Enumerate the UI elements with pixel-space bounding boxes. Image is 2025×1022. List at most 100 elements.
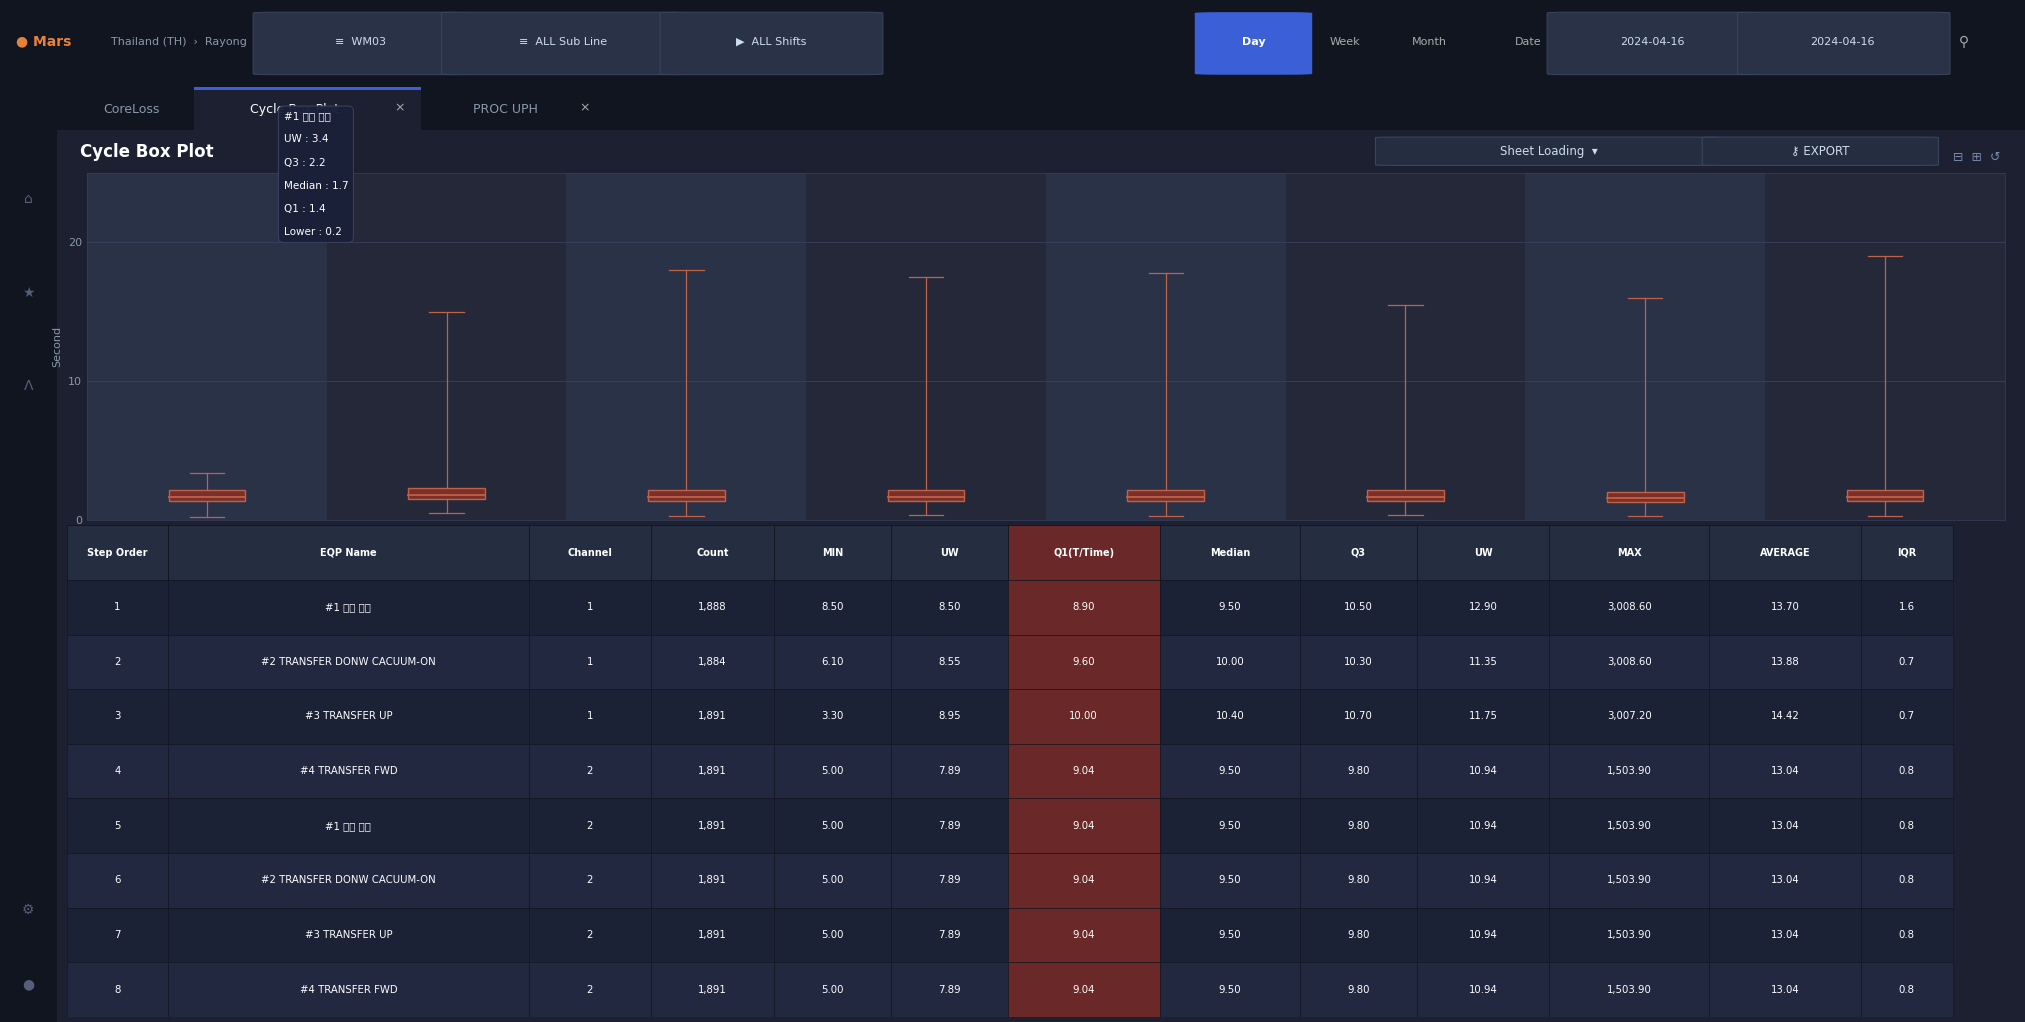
Text: 10.00: 10.00 <box>1215 657 1243 667</box>
Text: 7.89: 7.89 <box>938 984 960 994</box>
Text: #1 진입 대기

UW : 3.4

Q3 : 2.2

Median : 1.7

Q1 : 1.4

Lower : 0.2: #1 진입 대기 UW : 3.4 Q3 : 2.2 Median : 1.7 … <box>284 111 348 237</box>
Bar <box>1709 853 1861 908</box>
Bar <box>1367 490 1444 501</box>
Text: 10.94: 10.94 <box>1468 766 1498 776</box>
Text: Cycle Box Plot: Cycle Box Plot <box>251 102 340 115</box>
Text: #3 TRANSFER UP: #3 TRANSFER UP <box>304 711 393 722</box>
Text: AVERAGE: AVERAGE <box>1760 548 1810 558</box>
Text: UW: UW <box>1474 548 1492 558</box>
Bar <box>529 635 652 689</box>
Bar <box>774 908 891 963</box>
Text: 1: 1 <box>587 711 593 722</box>
Bar <box>1300 579 1417 635</box>
Bar <box>529 579 652 635</box>
Text: Count: Count <box>697 548 729 558</box>
Text: PROC UPH: PROC UPH <box>474 102 539 115</box>
Text: 1,891: 1,891 <box>699 821 727 831</box>
Text: 9.80: 9.80 <box>1347 875 1369 885</box>
Text: 9.50: 9.50 <box>1219 930 1241 940</box>
Bar <box>652 744 774 798</box>
Bar <box>1861 689 1952 744</box>
Text: 14.42: 14.42 <box>1770 711 1800 722</box>
Bar <box>1861 908 1952 963</box>
Text: 5.00: 5.00 <box>822 984 844 994</box>
Text: 11.75: 11.75 <box>1468 711 1498 722</box>
Bar <box>652 635 774 689</box>
Bar <box>891 908 1008 963</box>
Bar <box>529 798 652 853</box>
Bar <box>168 579 529 635</box>
Bar <box>1008 963 1160 1017</box>
Text: 3,007.20: 3,007.20 <box>1606 711 1652 722</box>
Text: 10.70: 10.70 <box>1345 711 1373 722</box>
Text: 2: 2 <box>587 766 593 776</box>
Bar <box>1847 490 1924 501</box>
Text: ⚲: ⚲ <box>1960 35 1968 49</box>
Text: 1,891: 1,891 <box>699 875 727 885</box>
Text: 0.8: 0.8 <box>1899 875 1916 885</box>
Text: 3.30: 3.30 <box>822 711 844 722</box>
FancyBboxPatch shape <box>1737 12 1950 75</box>
Text: 10.94: 10.94 <box>1468 984 1498 994</box>
Bar <box>774 963 891 1017</box>
Bar <box>1160 744 1300 798</box>
Text: 13.70: 13.70 <box>1770 602 1800 612</box>
Text: ★: ★ <box>22 285 34 299</box>
Bar <box>1606 493 1683 502</box>
Bar <box>652 579 774 635</box>
Bar <box>1300 908 1417 963</box>
Bar <box>774 689 891 744</box>
Text: 1,503.90: 1,503.90 <box>1606 766 1652 776</box>
Text: 1.6: 1.6 <box>1899 602 1916 612</box>
Bar <box>1418 579 1549 635</box>
Text: 0.8: 0.8 <box>1899 930 1916 940</box>
Text: #2 TRANSFER DONW CACUUM-ON: #2 TRANSFER DONW CACUUM-ON <box>261 875 435 885</box>
Bar <box>774 525 891 579</box>
Bar <box>1418 908 1549 963</box>
Text: 7.89: 7.89 <box>938 875 960 885</box>
Text: 13.04: 13.04 <box>1770 875 1800 885</box>
Bar <box>168 525 529 579</box>
Text: 10.30: 10.30 <box>1345 657 1373 667</box>
Bar <box>168 908 529 963</box>
Bar <box>168 963 529 1017</box>
Bar <box>168 798 529 853</box>
Bar <box>1300 744 1417 798</box>
Text: 7: 7 <box>113 930 122 940</box>
Text: UW: UW <box>940 548 958 558</box>
Bar <box>168 744 529 798</box>
Text: Λ: Λ <box>24 379 32 393</box>
Text: 0.8: 0.8 <box>1899 821 1916 831</box>
Bar <box>1418 635 1549 689</box>
Text: 4: 4 <box>113 766 122 776</box>
Bar <box>1008 635 1160 689</box>
Text: 1,503.90: 1,503.90 <box>1606 930 1652 940</box>
Text: #4 TRANSFER FWD: #4 TRANSFER FWD <box>300 766 397 776</box>
Bar <box>168 689 529 744</box>
Text: 1,888: 1,888 <box>699 602 727 612</box>
Text: 1,884: 1,884 <box>699 657 727 667</box>
Bar <box>1709 635 1861 689</box>
Text: IQR: IQR <box>1897 548 1916 558</box>
FancyBboxPatch shape <box>1375 137 1719 166</box>
Text: Channel: Channel <box>567 548 612 558</box>
Text: 1: 1 <box>113 602 122 612</box>
Bar <box>194 87 421 130</box>
Text: 3,008.60: 3,008.60 <box>1606 602 1652 612</box>
Bar <box>1418 525 1549 579</box>
Text: 5.00: 5.00 <box>822 875 844 885</box>
Text: 9.04: 9.04 <box>1073 984 1096 994</box>
FancyBboxPatch shape <box>253 12 466 75</box>
Text: Date: Date <box>1515 37 1541 47</box>
Text: Day: Day <box>1241 37 1266 47</box>
Bar <box>1160 853 1300 908</box>
Bar <box>652 525 774 579</box>
Text: 2: 2 <box>587 875 593 885</box>
Text: Week: Week <box>1328 37 1361 47</box>
Bar <box>1861 798 1952 853</box>
Bar <box>891 689 1008 744</box>
Bar <box>1861 963 1952 1017</box>
Text: 13.04: 13.04 <box>1770 984 1800 994</box>
Text: 2: 2 <box>587 984 593 994</box>
Bar <box>1549 744 1709 798</box>
